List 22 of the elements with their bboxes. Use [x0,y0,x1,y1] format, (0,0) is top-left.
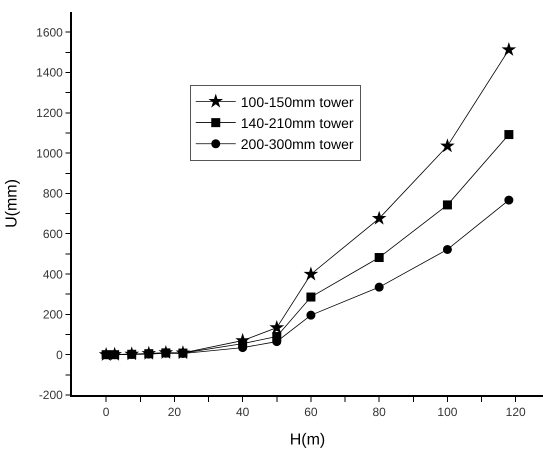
legend-label: 200-300mm tower [240,136,354,152]
y-tick-label: 600 [42,226,64,241]
y-tick-label: 1200 [36,106,64,120]
y-tick-label: 1600 [36,25,64,40]
x-tick-label: 40 [236,405,250,420]
y-tick-label: 200 [42,308,64,322]
y-tick-label: 400 [42,267,64,282]
y-tick-label: 800 [42,186,64,201]
x-tick-label: 100 [437,405,458,420]
x-tick-label: 0 [102,405,110,420]
legend-label: 140-210mm tower [240,115,354,132]
y-tick-label: -200 [38,388,64,402]
y-tick-label: 1000 [36,146,64,160]
x-tick-label: 80 [372,405,386,420]
y-axis-title: U(mm) [4,179,21,228]
legend-label: 100-150mm tower [240,94,354,110]
x-tick-label: 60 [304,405,318,420]
y-tick-label: 1400 [36,66,64,80]
y-tick-label: 0 [56,348,64,362]
x-axis-title: H(m) [290,431,326,448]
x-tick-label: 120 [506,405,526,420]
x-tick-label: 20 [168,405,182,420]
